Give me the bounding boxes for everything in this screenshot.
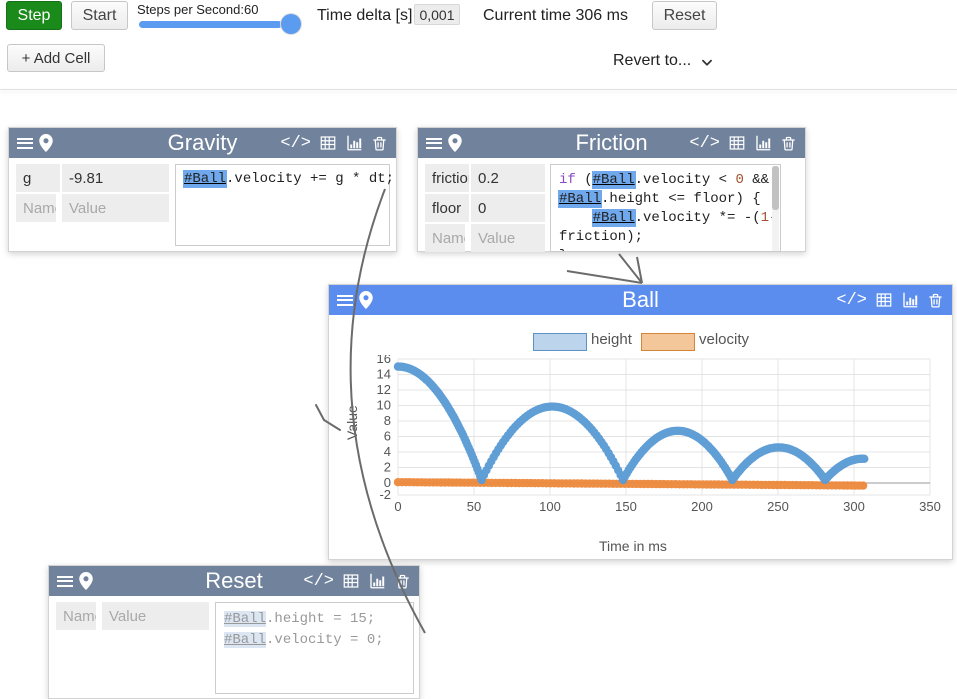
svg-text:14: 14 — [377, 367, 391, 382]
svg-text:350: 350 — [919, 499, 941, 514]
svg-text:12: 12 — [377, 382, 391, 397]
svg-text:-2: -2 — [379, 487, 391, 502]
svg-text:4: 4 — [384, 444, 391, 459]
svg-text:6: 6 — [384, 429, 391, 444]
svg-text:8: 8 — [384, 413, 391, 428]
svg-text:150: 150 — [615, 499, 637, 514]
svg-text:0: 0 — [394, 499, 401, 514]
svg-text:16: 16 — [377, 355, 391, 366]
svg-text:2: 2 — [384, 460, 391, 475]
svg-text:50: 50 — [467, 499, 481, 514]
svg-text:100: 100 — [539, 499, 561, 514]
svg-text:250: 250 — [767, 499, 789, 514]
svg-text:10: 10 — [377, 398, 391, 413]
svg-text:200: 200 — [691, 499, 713, 514]
svg-text:300: 300 — [843, 499, 865, 514]
